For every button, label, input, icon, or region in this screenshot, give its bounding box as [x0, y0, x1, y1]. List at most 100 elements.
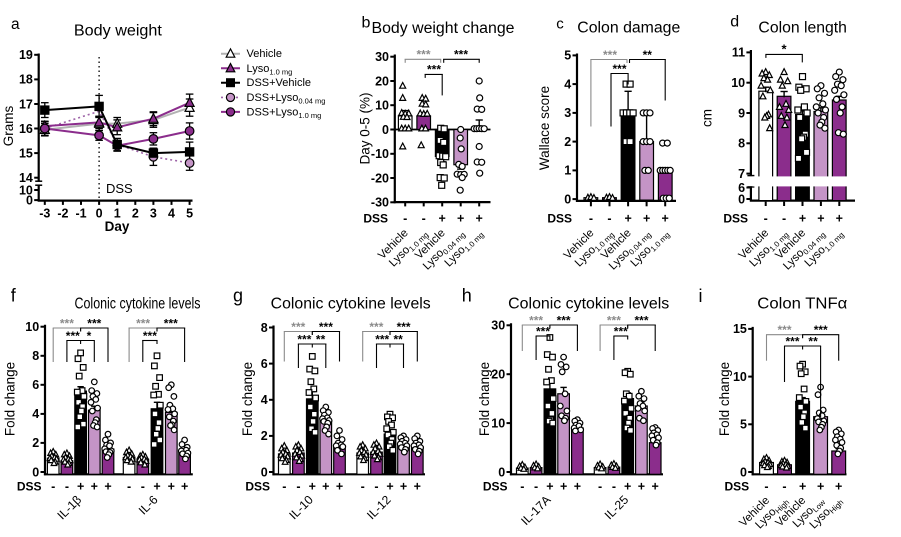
svg-text:***: *** — [369, 320, 383, 334]
svg-text:-: - — [296, 480, 300, 494]
svg-text:18: 18 — [19, 73, 33, 87]
svg-text:+: + — [643, 212, 650, 226]
svg-text:DSS: DSS — [547, 212, 572, 226]
svg-text:10: 10 — [731, 76, 745, 90]
svg-text:***: *** — [375, 332, 389, 346]
svg-text:-: - — [374, 480, 378, 494]
svg-text:DSS: DSS — [725, 480, 750, 494]
svg-text:+: + — [457, 212, 464, 226]
svg-text:+: + — [624, 212, 631, 226]
svg-text:0: 0 — [96, 207, 103, 221]
svg-text:DSS: DSS — [245, 480, 270, 494]
svg-text:***: *** — [607, 313, 621, 327]
svg-text:8: 8 — [32, 349, 39, 363]
svg-text:5: 5 — [186, 207, 193, 221]
svg-text:***: *** — [164, 316, 178, 330]
svg-text:0: 0 — [382, 123, 389, 137]
svg-text:Grams: Grams — [1, 106, 16, 147]
svg-text:6: 6 — [738, 181, 745, 195]
svg-text:Day 0-5 (%): Day 0-5 (%) — [358, 92, 373, 164]
svg-text:+: + — [322, 480, 329, 494]
svg-text:1: 1 — [564, 164, 571, 178]
svg-text:*: * — [781, 41, 787, 56]
svg-text:+: + — [168, 480, 175, 494]
svg-text:***: *** — [143, 329, 157, 343]
svg-text:***: *** — [397, 320, 411, 334]
svg-text:10: 10 — [19, 183, 33, 197]
svg-text:8: 8 — [738, 137, 745, 151]
svg-text:3: 3 — [150, 207, 157, 221]
svg-text:***: *** — [814, 323, 828, 337]
svg-text:Day: Day — [105, 219, 130, 234]
svg-text:***: *** — [427, 63, 441, 77]
svg-text:2: 2 — [132, 207, 139, 221]
svg-text:2: 2 — [32, 436, 39, 450]
svg-text:Body weight: Body weight — [74, 22, 163, 39]
svg-text:Vehicle: Vehicle — [247, 48, 282, 60]
svg-text:0: 0 — [26, 193, 33, 207]
svg-text:-: - — [361, 480, 365, 494]
svg-text:***: *** — [785, 334, 799, 348]
svg-text:DSS+Lyso0.04 mg: DSS+Lyso0.04 mg — [247, 92, 326, 106]
svg-text:+: + — [652, 480, 659, 494]
svg-text:-: - — [764, 480, 768, 494]
svg-text:+: + — [91, 480, 98, 494]
svg-text:cm: cm — [700, 109, 715, 127]
svg-text:**: ** — [316, 332, 326, 346]
svg-text:***: *** — [634, 313, 648, 327]
svg-text:16: 16 — [19, 122, 33, 136]
svg-text:0: 0 — [738, 192, 745, 206]
svg-text:+: + — [439, 212, 446, 226]
svg-text:5: 5 — [740, 418, 747, 432]
svg-text:10: 10 — [25, 320, 39, 334]
svg-text:0: 0 — [32, 465, 39, 479]
svg-text:7: 7 — [738, 167, 745, 181]
svg-text:DSS: DSS — [17, 480, 42, 494]
svg-text:c: c — [556, 16, 564, 33]
svg-text:DSS+Lyso1.0 mg: DSS+Lyso1.0 mg — [247, 106, 322, 120]
svg-text:10: 10 — [733, 370, 747, 384]
svg-text:d: d — [730, 14, 739, 31]
svg-text:***: *** — [777, 323, 791, 337]
svg-text:+: + — [560, 480, 567, 494]
svg-text:-: - — [51, 480, 55, 494]
svg-text:***: *** — [297, 332, 311, 346]
svg-text:2: 2 — [261, 429, 268, 443]
svg-text:10: 10 — [375, 99, 389, 113]
svg-text:-: - — [782, 480, 786, 494]
svg-text:+: + — [386, 480, 393, 494]
svg-text:15: 15 — [733, 322, 747, 336]
svg-text:+: + — [835, 480, 842, 494]
svg-text:0: 0 — [564, 192, 571, 206]
svg-text:+: + — [836, 212, 843, 226]
svg-text:***: *** — [60, 316, 74, 330]
svg-text:+: + — [309, 480, 316, 494]
svg-text:4: 4 — [168, 207, 175, 221]
svg-text:-: - — [782, 212, 786, 226]
svg-text:+: + — [104, 480, 111, 494]
svg-text:***: *** — [87, 316, 101, 330]
svg-text:Body weight change: Body weight change — [372, 20, 515, 37]
svg-text:+: + — [624, 480, 631, 494]
svg-text:-20: -20 — [371, 171, 389, 185]
svg-text:+: + — [476, 212, 483, 226]
svg-text:+: + — [799, 480, 806, 494]
svg-text:30: 30 — [375, 50, 389, 64]
svg-text:***: *** — [557, 313, 571, 327]
svg-text:0: 0 — [261, 465, 268, 479]
svg-text:***: *** — [603, 48, 617, 62]
svg-text:-: - — [598, 480, 602, 494]
svg-text:9: 9 — [738, 106, 745, 120]
svg-text:f: f — [11, 286, 17, 306]
svg-text:0: 0 — [740, 465, 747, 479]
svg-text:*: * — [87, 329, 92, 343]
svg-text:+: + — [638, 480, 645, 494]
svg-text:Colonic cytokine levels: Colonic cytokine levels — [75, 296, 201, 313]
svg-text:Lyso1.0 mg: Lyso1.0 mg — [247, 63, 293, 77]
svg-text:-: - — [589, 212, 593, 226]
svg-text:***: *** — [416, 48, 430, 62]
svg-text:***: *** — [136, 316, 150, 330]
svg-text:+: + — [153, 480, 160, 494]
svg-text:6: 6 — [32, 378, 39, 392]
svg-text:3: 3 — [564, 106, 571, 120]
